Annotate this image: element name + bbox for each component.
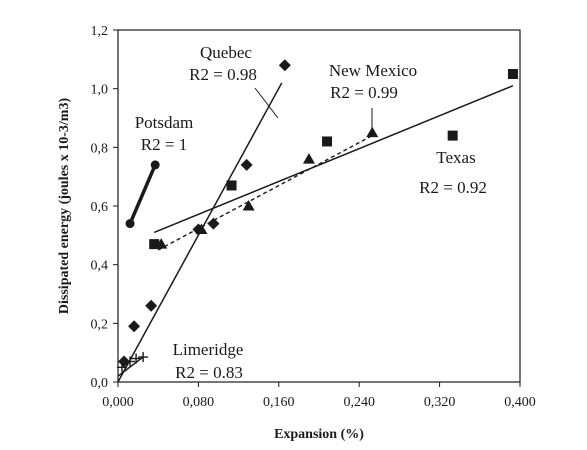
point-quebec	[240, 158, 253, 171]
point-quebec	[278, 59, 291, 72]
x-tick-label: 0,080	[183, 395, 215, 410]
r2-label-texas: R2 = 0.92	[419, 178, 487, 197]
r2-label-quebec: R2 = 0.98	[189, 65, 257, 84]
point-quebec	[128, 320, 141, 333]
plot-frame	[117, 29, 521, 383]
data-markers	[117, 59, 518, 373]
x-tick-label: 0,000	[102, 395, 134, 410]
label-limeridge: Limeridge	[173, 340, 244, 359]
point-quebec	[207, 217, 220, 230]
point-texas	[507, 69, 518, 79]
point-texas	[149, 239, 160, 250]
leader-quebec	[254, 87, 279, 119]
point-new-mexico	[195, 223, 208, 234]
point-limeridge	[117, 362, 128, 373]
y-tick-label: 0,2	[91, 317, 109, 332]
x-tick-label: 0,160	[263, 395, 295, 410]
r2-label-potsdam: R2 = 1	[141, 135, 187, 154]
y-tick-label: 0,4	[91, 259, 109, 274]
x-axis-title: Expansion (%)	[274, 427, 364, 442]
point-texas	[322, 136, 333, 147]
y-axis-title: Dissipated energy (joules x 10-3/m3)	[57, 98, 72, 315]
point-texas	[226, 180, 237, 191]
label-quebec: Quebec	[200, 43, 252, 62]
y-tick-label: 1,2	[91, 24, 109, 39]
trend-line-new-mexico	[157, 134, 373, 251]
point-texas	[447, 130, 458, 141]
trend-line-limeridge	[117, 356, 144, 377]
trend-line-texas	[153, 85, 514, 234]
point-limeridge	[131, 353, 142, 364]
r2-label-new-mexico: R2 = 0.99	[330, 83, 398, 102]
x-tick-label: 0,320	[424, 395, 456, 410]
point-new-mexico	[302, 153, 315, 164]
point-new-mexico	[366, 126, 379, 138]
x-tick-label: 0,240	[343, 395, 375, 410]
annotations: Potsdam R2 = 1 Quebec R2 = 0.98 New Mexico R2…	[135, 43, 487, 382]
y-tick-label: 0,6	[91, 200, 109, 215]
point-quebec	[118, 355, 131, 368]
point-potsdam	[150, 160, 160, 170]
trend-line-potsdam	[128, 164, 157, 225]
y-tick-label: 1,0	[91, 83, 109, 98]
label-potsdam: Potsdam	[135, 113, 194, 132]
r2-label-limeridge: R2 = 0.83	[175, 363, 243, 382]
point-potsdam	[125, 219, 135, 229]
point-limeridge	[125, 356, 136, 367]
axes: 0,0 0,2 0,4 0,6 0,8 1,0 1,2 0,000 0,080 0,160 0,24…	[57, 24, 536, 442]
label-new-mexico: New Mexico	[329, 61, 417, 80]
point-quebec	[145, 299, 158, 312]
label-texas: Texas	[436, 148, 475, 167]
point-limeridge	[138, 352, 149, 363]
y-tick-label: 0,8	[91, 141, 109, 156]
x-tick-label: 0,400	[504, 395, 536, 410]
y-tick-label: 0,0	[91, 376, 109, 391]
point-new-mexico	[242, 200, 255, 211]
